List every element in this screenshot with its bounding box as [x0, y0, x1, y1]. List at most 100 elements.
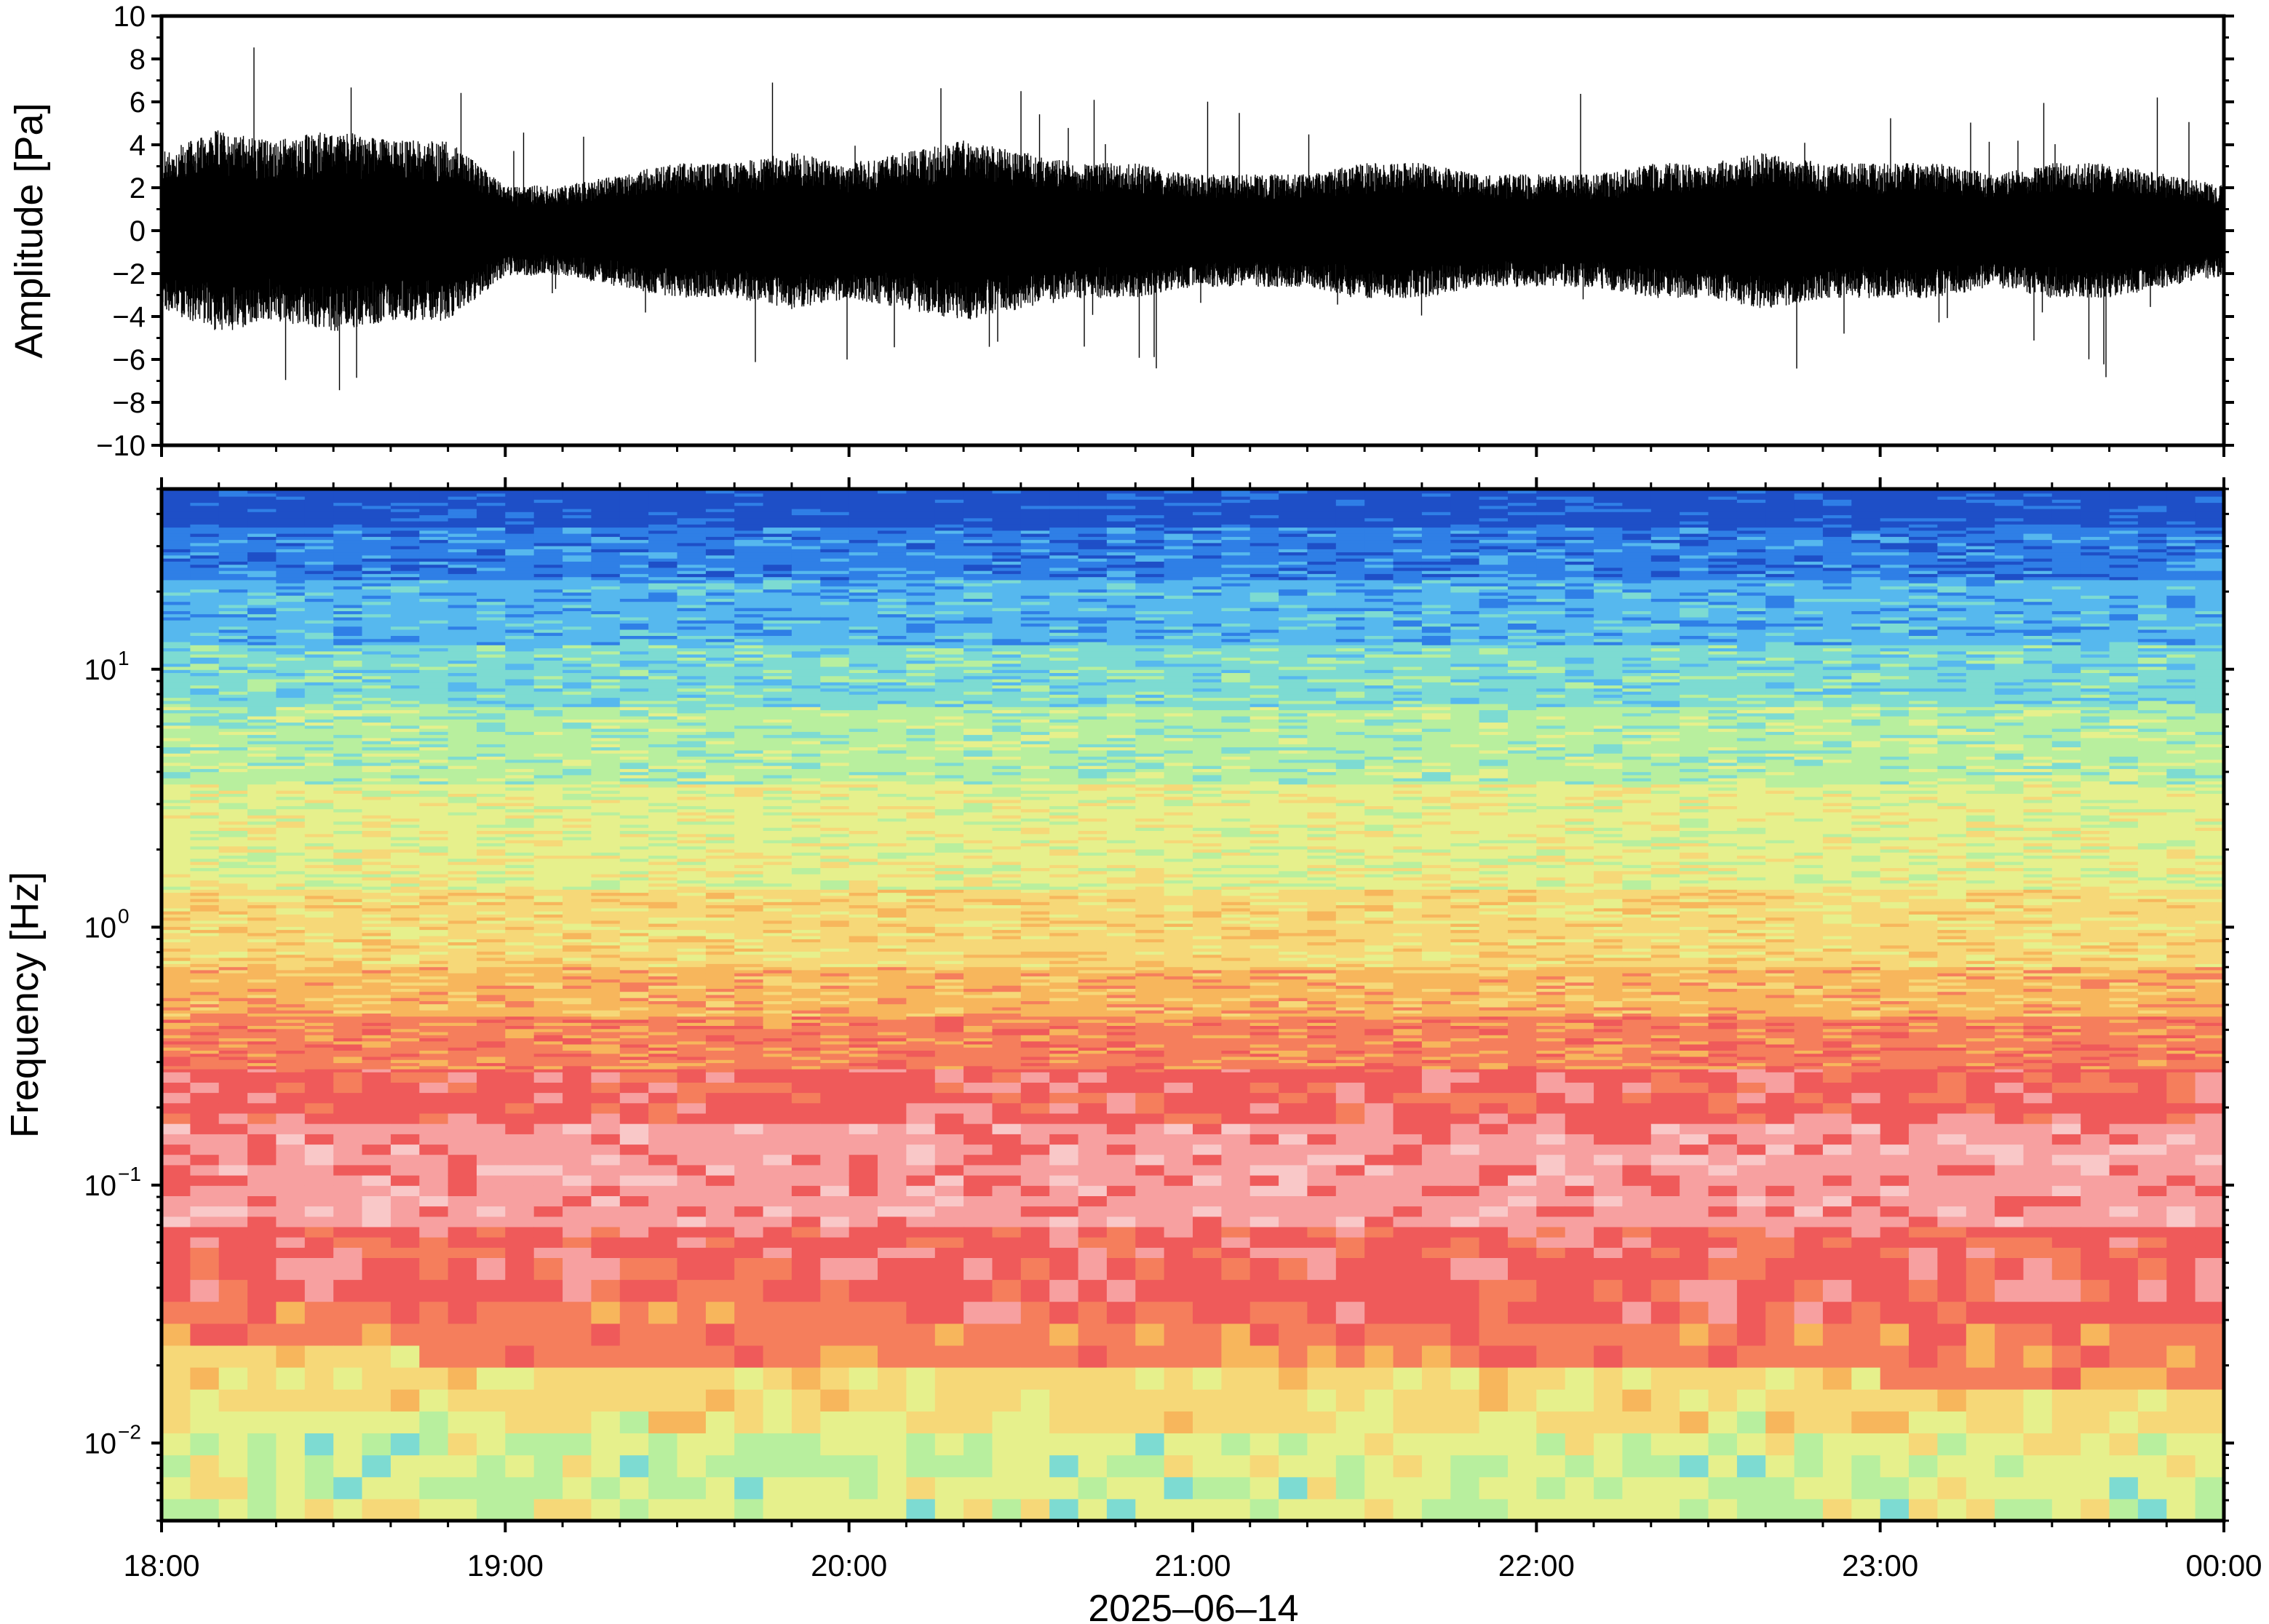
spectrogram-cell [763, 586, 792, 590]
spectrogram-cell [390, 778, 420, 781]
spectrogram-cell [333, 1006, 363, 1011]
spectrogram-cell [162, 608, 191, 611]
spectrogram-cell [333, 787, 363, 791]
spectrogram-cell [677, 495, 707, 500]
spectrogram-cell [591, 741, 621, 744]
spectrogram-cell [505, 914, 535, 918]
spectrogram-cell [276, 747, 306, 751]
spectrogram-cell [362, 1047, 392, 1051]
spectrogram-cell [390, 793, 420, 797]
spectrogram-cell [734, 1154, 764, 1166]
spectrogram-cell [734, 517, 764, 522]
spectrogram-cell [563, 1433, 592, 1456]
spectrogram-cell [734, 1003, 764, 1008]
spectrogram-cell [791, 1019, 821, 1023]
spectrogram-cell [218, 944, 248, 949]
spectrogram-cell [477, 852, 506, 856]
spectrogram-cell [734, 703, 764, 707]
spectrogram-cell [218, 731, 248, 736]
spectrogram-cell [276, 799, 306, 803]
spectrogram-cell [705, 608, 735, 611]
spectrogram-cell [648, 539, 678, 544]
spectrogram-cell [390, 610, 420, 615]
spectrogram-cell [448, 917, 477, 921]
spectrogram-cell [591, 1433, 621, 1456]
spectrogram-cell [247, 951, 277, 955]
spectrogram-cell [304, 1047, 334, 1051]
spectrogram-cell [362, 530, 392, 534]
spectrogram-cell [162, 716, 191, 720]
spectrogram-cell [763, 843, 792, 847]
spectrogram-cell [362, 827, 392, 831]
spectrogram-cell [448, 1112, 477, 1124]
spectrogram-cell [333, 564, 363, 568]
spectrogram-cell [333, 616, 363, 621]
spectrogram-cell [619, 635, 649, 640]
spectrogram-cell [162, 858, 191, 862]
spectrogram-cell [533, 1144, 563, 1155]
spectrogram-cell [247, 694, 277, 698]
spectrogram-cell [304, 753, 334, 757]
spectrogram-cell [448, 598, 477, 602]
spectrogram-cell [533, 1016, 563, 1020]
spectrogram-cell [333, 604, 363, 608]
spectrogram-cell [448, 719, 477, 723]
spectrogram-cell [390, 911, 420, 915]
spectrogram-cell [333, 883, 363, 887]
spectrogram-cell [619, 1389, 649, 1412]
spectrogram-cell [734, 731, 764, 736]
spectrogram-cell [448, 1389, 477, 1412]
spectrogram-cell [448, 1000, 477, 1005]
spectrogram-cell [276, 824, 306, 828]
spectrogram-cell [448, 756, 477, 760]
spectrogram-cell [563, 653, 592, 658]
spectrogram-cell [333, 877, 363, 881]
spectrogram-cell [705, 682, 735, 686]
spectrogram-cell [218, 524, 248, 528]
spectrogram-cell [419, 759, 449, 763]
spectrogram-cell [648, 1047, 678, 1051]
spectrogram-cell [190, 1112, 220, 1124]
spectrogram-cell [677, 880, 707, 884]
spectrogram-cell [505, 505, 535, 509]
spectrogram-cell [763, 904, 792, 909]
spectrogram-cell [705, 719, 735, 723]
spectrogram-cell [276, 669, 306, 673]
spectrogram-cell [705, 923, 735, 927]
spectrogram-cell [362, 595, 392, 599]
spectrogram-cell [563, 604, 592, 608]
spectrogram-cell [505, 768, 535, 773]
spectrogram-cell [419, 960, 449, 964]
spectrogram-cell [591, 803, 621, 806]
spectrogram-cell [276, 885, 306, 890]
spectrogram-cell [477, 929, 506, 934]
spectrogram-cell [505, 858, 535, 862]
spectrogram-cell [563, 703, 592, 707]
spectrogram-cell [419, 567, 449, 571]
spectrogram-cell [533, 1047, 563, 1051]
spectrogram-cell [477, 1019, 506, 1023]
spectrogram-cell [477, 957, 506, 961]
spectrogram-cell [218, 904, 248, 909]
spectrogram-cell [591, 1050, 621, 1054]
spectrogram-cell [390, 898, 420, 902]
spectrogram-cell [218, 1279, 248, 1302]
spectrogram-cell [247, 598, 277, 602]
spectrogram-cell [333, 836, 363, 840]
spectrogram-cell [162, 988, 191, 992]
spectrogram-cell [304, 1031, 334, 1035]
spectrogram-cell [734, 610, 764, 615]
spectrogram-cell [505, 818, 535, 822]
spectrogram-cell [448, 610, 477, 615]
spectrogram-cell [276, 579, 306, 584]
spectrogram-cell [333, 722, 363, 726]
spectrogram-cell [304, 521, 334, 525]
spectrogram-cell [533, 564, 563, 568]
spectrogram-cell [477, 706, 506, 711]
spectrogram-cell [533, 521, 563, 525]
spectrogram-cell [276, 638, 306, 642]
spectrogram-cell [419, 778, 449, 781]
spectrogram-cell [162, 920, 191, 924]
spectrogram-cell [505, 861, 535, 865]
spectrogram-cell [591, 530, 621, 534]
